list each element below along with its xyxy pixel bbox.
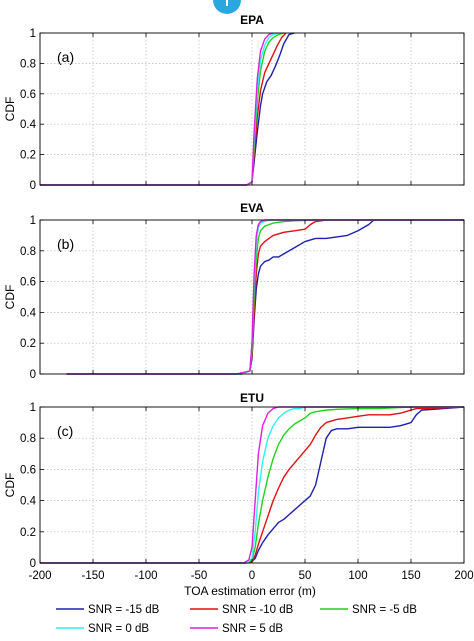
- y-tick-label: 1: [30, 402, 36, 414]
- panel-title: EVA: [240, 201, 264, 215]
- y-tick-label: 0.8: [20, 58, 36, 70]
- x-tick-label: 100: [348, 570, 367, 582]
- y-tick-label: 1: [30, 28, 36, 40]
- series-line: [40, 406, 465, 564]
- y-tick-label: 0.8: [20, 246, 36, 258]
- y-tick-label: 0: [30, 558, 36, 570]
- legend-label: SNR = 0 dB: [88, 623, 149, 635]
- panel-title: ETU: [240, 391, 264, 405]
- y-tick-label: 0.6: [20, 89, 36, 101]
- y-axis-title: CDF: [3, 473, 17, 498]
- legend-label: SNR = 5 dB: [222, 623, 283, 635]
- y-axis-title: CDF: [3, 285, 17, 310]
- series-line: [40, 32, 274, 186]
- y-tick-label: 0.2: [20, 527, 36, 539]
- legend-item: SNR = -10 dB: [190, 604, 294, 616]
- y-tick-label: 0.2: [20, 150, 36, 162]
- x-tick-label: -150: [81, 570, 104, 582]
- x-tick-label: 150: [401, 570, 420, 582]
- panel-label: (a): [57, 49, 74, 65]
- legend-label: SNR = -10 dB: [222, 604, 294, 616]
- x-tick-label: 200: [454, 570, 473, 582]
- series-line: [66, 219, 464, 375]
- x-tick-label: -100: [134, 570, 157, 582]
- x-axis-title: TOA estimation error (m): [184, 584, 316, 598]
- y-tick-label: 0.4: [20, 496, 37, 508]
- legend-item: SNR = -15 dB: [56, 604, 160, 616]
- legend-item: SNR = 0 dB: [56, 623, 149, 635]
- y-tick-label: 1: [30, 215, 36, 227]
- y-tick-label: 0.4: [20, 307, 37, 319]
- logo-badge: [213, 0, 241, 14]
- y-tick-label: 0.4: [20, 119, 37, 131]
- legend-label: SNR = -5 dB: [352, 604, 417, 616]
- chart-panel-epa: 0 0.2 0.4 0.6 0.8 1 EPA (a) CDF: [3, 13, 465, 192]
- y-tick-label: 0.8: [20, 433, 36, 445]
- panel-label: (c): [57, 423, 73, 439]
- y-tick-label: 0.6: [20, 277, 36, 289]
- panel-title: EPA: [240, 13, 264, 27]
- y-tick-label: 0: [30, 369, 36, 381]
- chart-panel-eva: 0 0.2 0.4 0.6 0.8 1 EVA (b) CDF: [3, 201, 465, 381]
- legend-item: SNR = -5 dB: [320, 604, 417, 616]
- x-tick-label: -50: [191, 570, 208, 582]
- chart-panels: 0 0.2 0.4 0.6 0.8 1 EPA (a) CDF 0 0.2 0.4 0.6 0.8 1 EVA…: [3, 13, 474, 582]
- series-line: [40, 406, 465, 564]
- legend-item: SNR = 5 dB: [190, 623, 283, 635]
- y-tick-label: 0: [30, 180, 36, 192]
- y-tick-label: 0.2: [20, 338, 36, 350]
- legend: SNR = -15 dB SNR = -10 dB SNR = -5 dB SNR =…: [56, 604, 417, 635]
- y-axis-title: CDF: [3, 97, 17, 122]
- y-tick-label: 0.6: [20, 464, 36, 476]
- panel-label: (b): [57, 236, 74, 252]
- series-line: [40, 406, 464, 564]
- x-tick-label: 0: [249, 570, 255, 582]
- legend-label: SNR = -15 dB: [88, 604, 160, 616]
- x-tick-label: 50: [299, 570, 312, 582]
- chart-panel-etu: 0 0.2 0.4 0.6 0.8 1 -200 -150 -100 -50 0 50 100 150 20…: [3, 391, 474, 582]
- plot-area: [40, 33, 464, 185]
- x-tick-label: -200: [28, 570, 51, 582]
